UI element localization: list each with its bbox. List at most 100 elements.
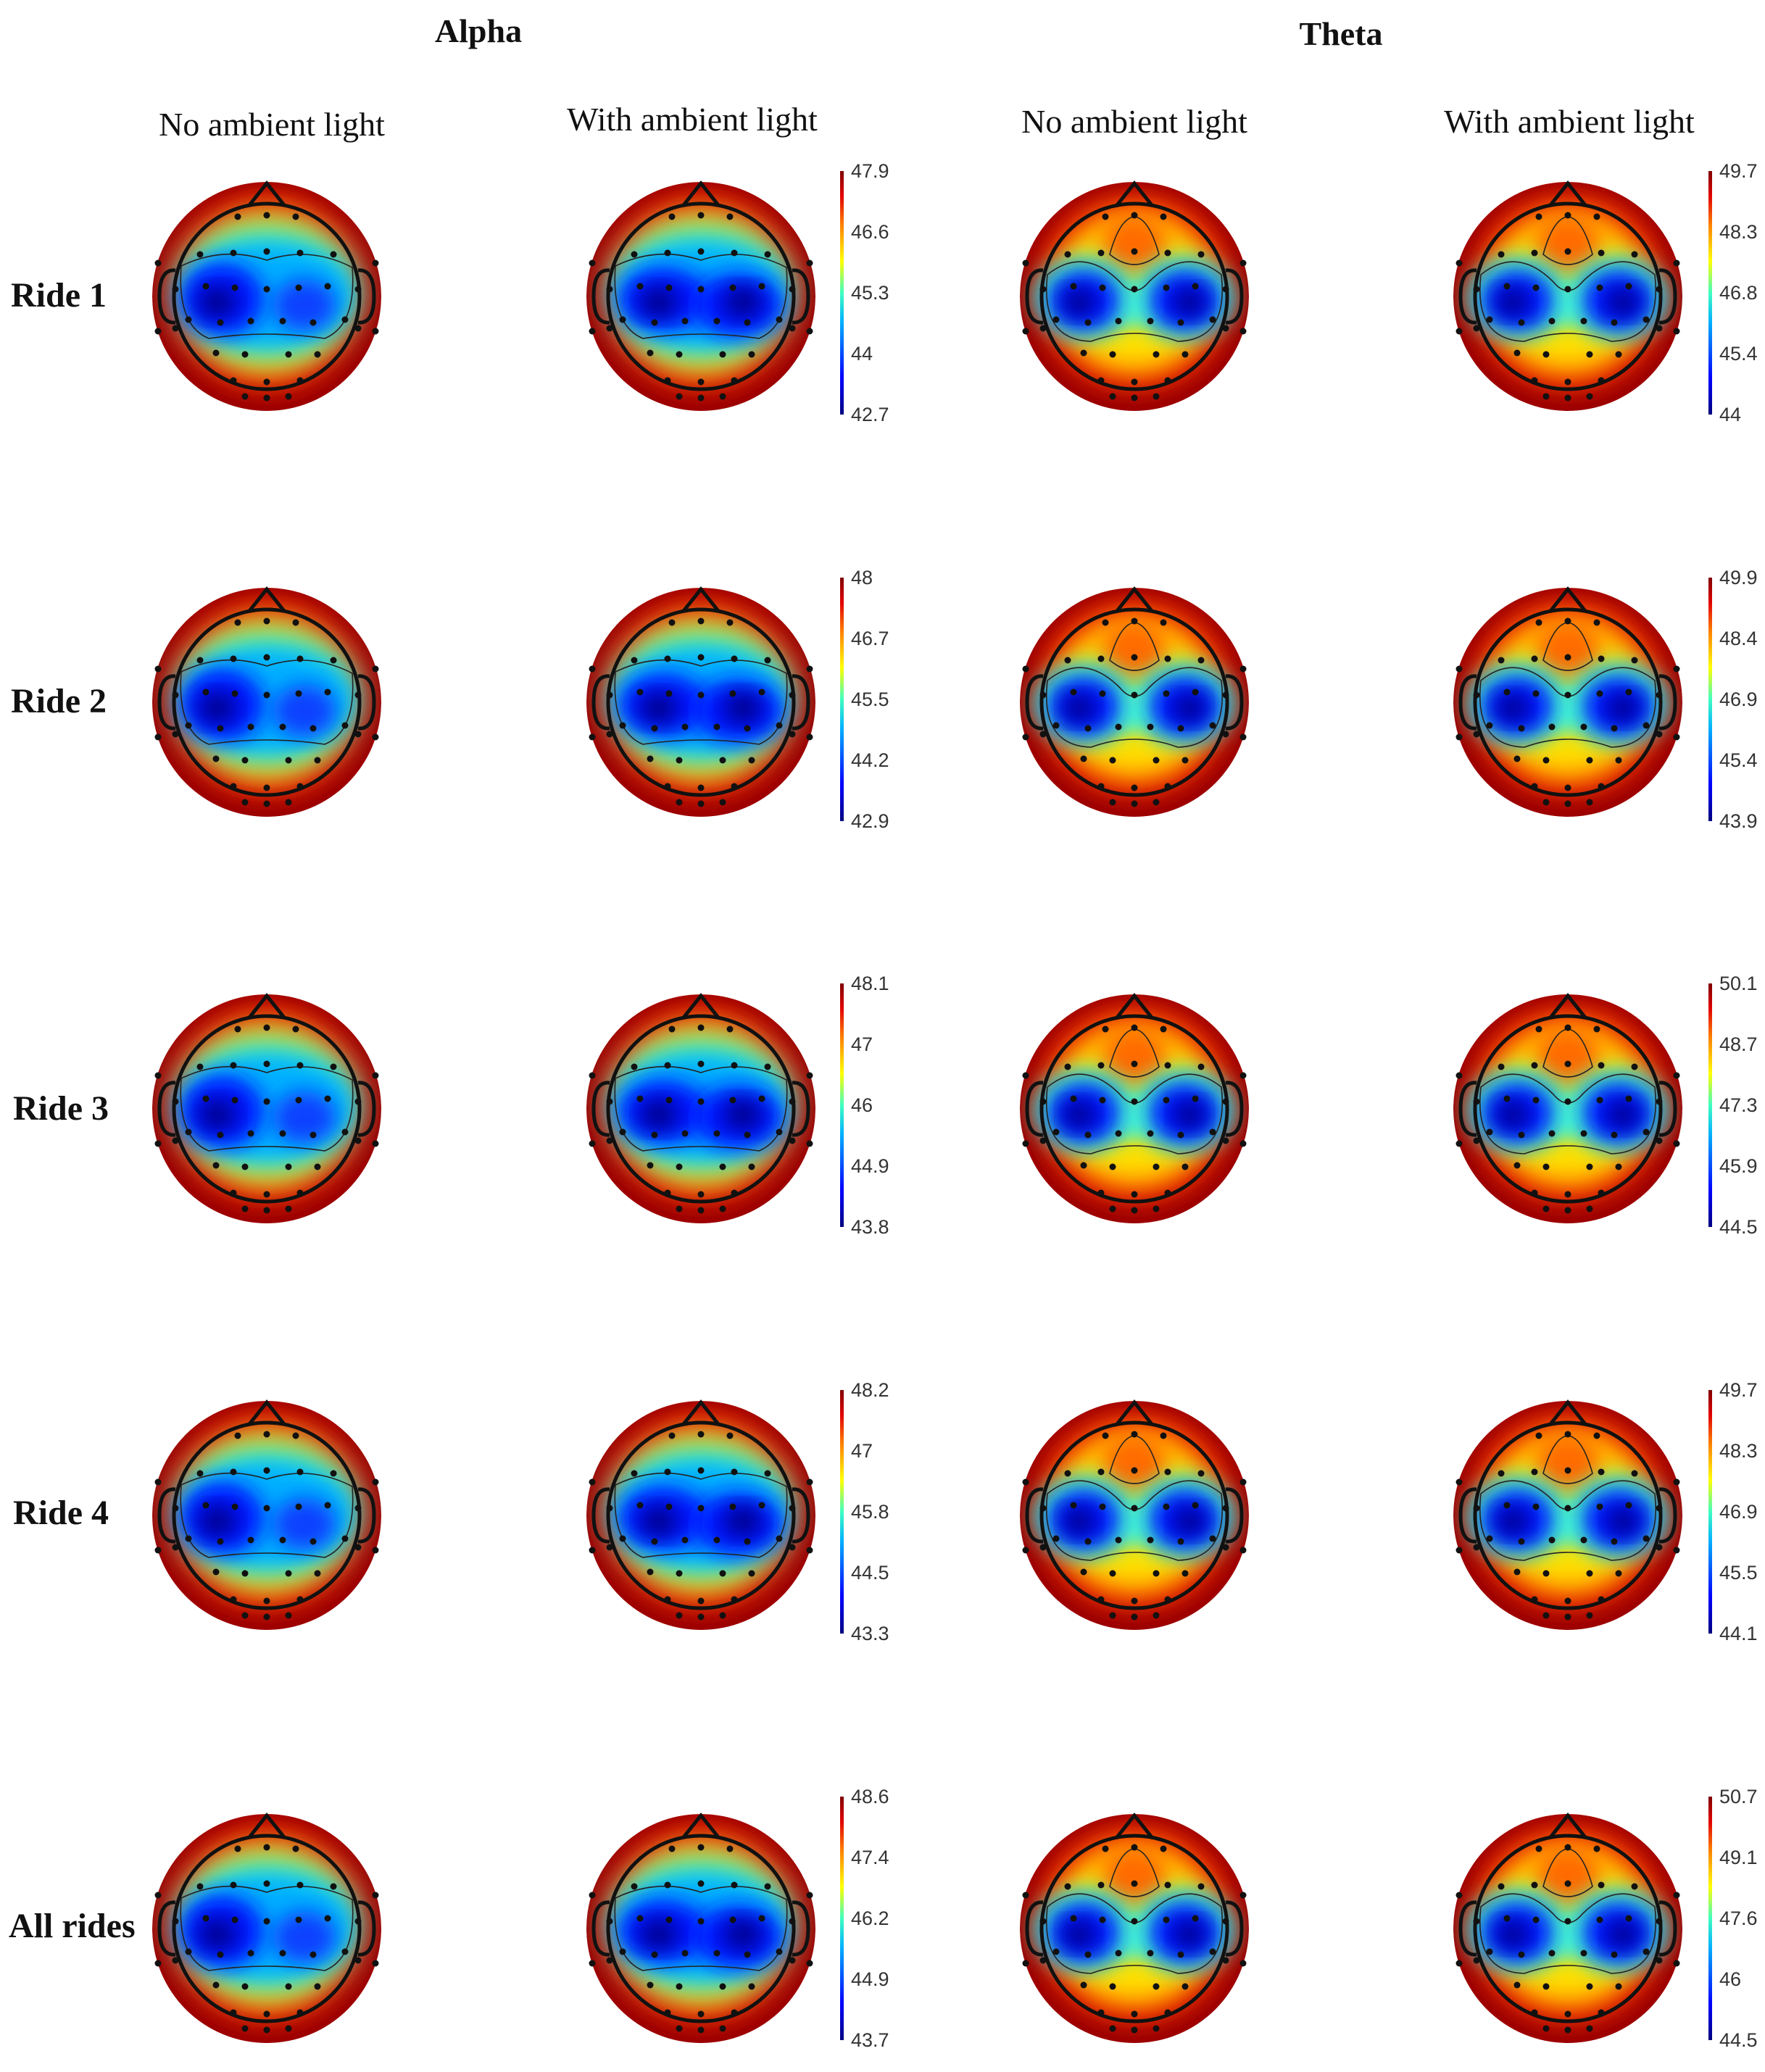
electrode-dot — [697, 248, 705, 255]
electrode-dot — [1222, 325, 1229, 332]
electrode-dot — [1656, 1544, 1663, 1551]
electrode-dot — [619, 316, 626, 323]
electrode-dot — [1532, 690, 1540, 697]
electrode-dot — [354, 691, 362, 699]
colorbar-tick-label: 46.8 — [1719, 282, 1758, 304]
colorbar-tick-label: 50.1 — [1719, 973, 1758, 994]
electrode-dot — [697, 1467, 705, 1474]
nose-outline — [682, 180, 720, 207]
electrode-dot — [279, 1536, 286, 1544]
electrode-dot — [172, 1918, 179, 1925]
right-ear — [1658, 674, 1677, 731]
electrode-dot — [1535, 213, 1542, 220]
electrode-dot — [241, 351, 249, 358]
right-ear — [357, 1081, 376, 1137]
electrode-dot — [1131, 1207, 1138, 1214]
electrode-dot — [1064, 1883, 1071, 1890]
electrode-dot — [1109, 1163, 1116, 1170]
row-label-ride-4: Ride 4 — [13, 1494, 109, 1532]
electrode-dot — [285, 351, 292, 358]
electrode-dot — [1164, 1596, 1171, 1603]
electrode-dot — [310, 1951, 317, 1958]
electrode-dot — [665, 1503, 673, 1510]
colorbar-tick-label: 46.7 — [851, 628, 889, 649]
electrode-dot — [1532, 1916, 1540, 1923]
electrode-dot — [1131, 1597, 1138, 1605]
electrode-dot — [719, 757, 726, 764]
electrode-dot — [606, 1957, 613, 1964]
electrode-dot — [330, 1063, 337, 1070]
electrode-dot — [1535, 1025, 1542, 1033]
colorbar-tick-label: 47.6 — [1719, 1907, 1758, 1929]
colorbar-tick-label: 49.1 — [1719, 1847, 1758, 1868]
electrode-dot — [1160, 1845, 1167, 1852]
electrode-dot — [1455, 1547, 1463, 1554]
electrode-dot — [296, 783, 304, 790]
colorbar-scale — [1708, 983, 1712, 1227]
colorbar-tick-label: 44.2 — [851, 749, 889, 771]
colorbar-tick-label: 47 — [851, 1033, 873, 1055]
topomap — [1020, 992, 1249, 1223]
electrode-dot — [1131, 286, 1138, 293]
electrode-dot — [619, 1948, 626, 1955]
electrode-dot — [806, 1960, 813, 1967]
electrode-dot — [314, 1163, 321, 1170]
nose-outline — [1549, 992, 1587, 1019]
electrode-dot — [354, 286, 362, 293]
electrode-dot — [1611, 1538, 1618, 1545]
electrode-dot — [1611, 1951, 1618, 1958]
nose-outline — [248, 1399, 286, 1426]
electrode-dot — [172, 1505, 179, 1512]
electrode-dot — [776, 316, 783, 323]
electrode-dot — [285, 757, 292, 764]
electrode-dot — [372, 1478, 379, 1486]
electrode-dot — [1643, 316, 1650, 323]
electrode-dot — [172, 1098, 179, 1105]
electrode-dot — [341, 316, 349, 323]
electrode-dot — [589, 1140, 596, 1147]
electrode-dot — [697, 2010, 705, 2018]
electrode-dot — [1542, 799, 1550, 806]
electrode-dot — [241, 1163, 249, 1170]
electrode-dot — [247, 1950, 254, 1957]
electrode-dot — [1102, 1845, 1109, 1852]
electrode-dot — [1177, 319, 1184, 326]
nose-outline — [1549, 1399, 1587, 1426]
colorbar-theta: 50.1 48.7 47.3 45.9 44.5 — [1708, 973, 1758, 1238]
electrode-dot — [1531, 1468, 1538, 1476]
electrode-dot — [1486, 722, 1493, 729]
electrode-dot — [731, 2009, 738, 2016]
electrode-dot — [1181, 757, 1189, 764]
electrode-dot — [263, 617, 270, 625]
electrode-dot — [1580, 1130, 1587, 1137]
electrode-dot — [744, 1538, 751, 1545]
electrode-dot — [664, 249, 671, 257]
electrode-dot — [1039, 1918, 1047, 1925]
electrode-dot — [1131, 2010, 1138, 2018]
electrode-dot — [1147, 1536, 1154, 1544]
head-outline — [172, 1420, 362, 1610]
electrode-dot — [764, 1063, 771, 1070]
electrode-dot — [1586, 2025, 1593, 2032]
head-outline — [1473, 1420, 1663, 1610]
electrode-dot — [665, 690, 673, 697]
electrode-dot — [296, 1468, 304, 1476]
nose-outline — [1549, 180, 1587, 207]
electrode-dot — [1564, 378, 1571, 386]
electrode-dot — [619, 1128, 626, 1136]
electrode-dot — [231, 284, 238, 291]
electrode-dot — [1564, 1467, 1571, 1474]
electrode-dot — [1564, 691, 1571, 699]
electrode-dot — [1564, 1918, 1571, 1925]
electrode-dot — [789, 1505, 796, 1512]
left-ear — [1458, 674, 1477, 731]
electrode-dot — [172, 1544, 179, 1551]
electrode-dot — [676, 1205, 683, 1212]
electrode-dot — [1513, 755, 1521, 762]
topomap — [152, 992, 381, 1223]
electrode-dot — [1656, 731, 1663, 738]
electrode-dot — [263, 1505, 270, 1512]
electrode-dot — [1656, 1505, 1663, 1512]
electrode-dot — [1473, 731, 1480, 738]
electrode-dot — [296, 1596, 304, 1603]
